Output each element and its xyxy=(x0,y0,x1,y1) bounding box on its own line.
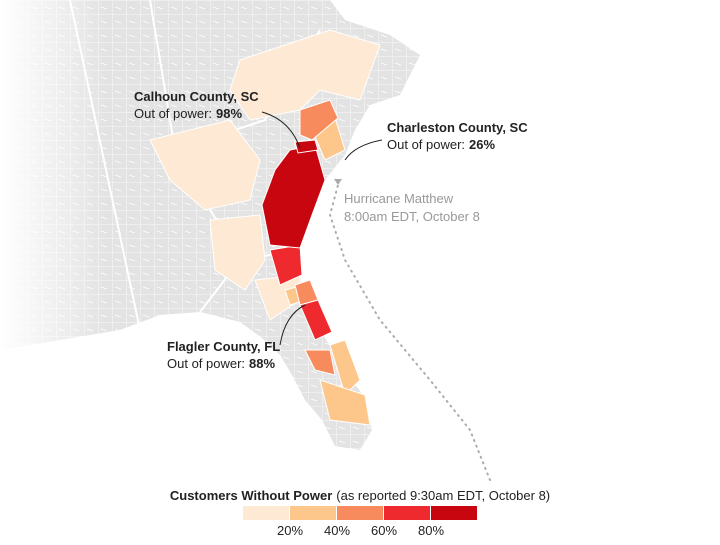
annotation-text: Out of power: 88% xyxy=(167,356,276,371)
legend-title: Customers Without Power xyxy=(170,488,332,503)
county xyxy=(304,349,336,376)
leader-line xyxy=(279,304,306,346)
annotation-text: Out of power: 98% xyxy=(134,106,243,121)
legend-swatch xyxy=(337,506,383,520)
storm-label: Hurricane Matthew 8:00am EDT, October 8 xyxy=(344,191,480,224)
storm-track xyxy=(328,184,491,481)
legend-subtitle: (as reported 9:30am EDT, October 8) xyxy=(336,488,550,503)
annotations: Calhoun County, SC Out of power: 98% Char… xyxy=(134,89,528,371)
county xyxy=(299,299,333,341)
annotation-title: Charleston County, SC xyxy=(387,120,528,135)
storm-marker xyxy=(334,179,342,185)
annotation-label: Out of power: xyxy=(387,137,465,152)
legend-swatch xyxy=(384,506,430,520)
county-fills xyxy=(149,29,381,426)
annotation-value: 88% xyxy=(249,356,275,371)
legend-swatch xyxy=(290,506,336,520)
county xyxy=(299,99,339,141)
county xyxy=(229,29,381,121)
legend-tick-label: 40% xyxy=(324,523,350,538)
leader-line xyxy=(344,139,383,161)
annotation-title: Flagler County, FL xyxy=(167,339,280,354)
legend-swatch xyxy=(243,506,289,520)
legend: Customers Without Power (as reported 9:30… xyxy=(170,488,550,538)
annotation-value: 98% xyxy=(216,106,242,121)
legend-tick-label: 20% xyxy=(277,523,303,538)
legend-heading: Customers Without Power (as reported 9:30… xyxy=(170,488,550,503)
annotation-title: Calhoun County, SC xyxy=(134,89,259,104)
annotation-label: Out of power: xyxy=(167,356,245,371)
annotation-text: Out of power: 26% xyxy=(387,137,496,152)
annotation-value: 26% xyxy=(469,137,495,152)
storm-name: Hurricane Matthew xyxy=(344,191,454,206)
county xyxy=(209,214,266,291)
county xyxy=(149,119,261,211)
county xyxy=(261,144,326,249)
legend-tick-label: 80% xyxy=(418,523,444,538)
county xyxy=(319,379,371,426)
legend-tick-label: 60% xyxy=(371,523,397,538)
county xyxy=(329,339,361,396)
legend-swatch xyxy=(431,506,477,520)
annotation-label: Out of power: xyxy=(134,106,212,121)
county xyxy=(294,139,319,154)
leader-line xyxy=(261,111,301,149)
storm-time: 8:00am EDT, October 8 xyxy=(344,209,480,224)
